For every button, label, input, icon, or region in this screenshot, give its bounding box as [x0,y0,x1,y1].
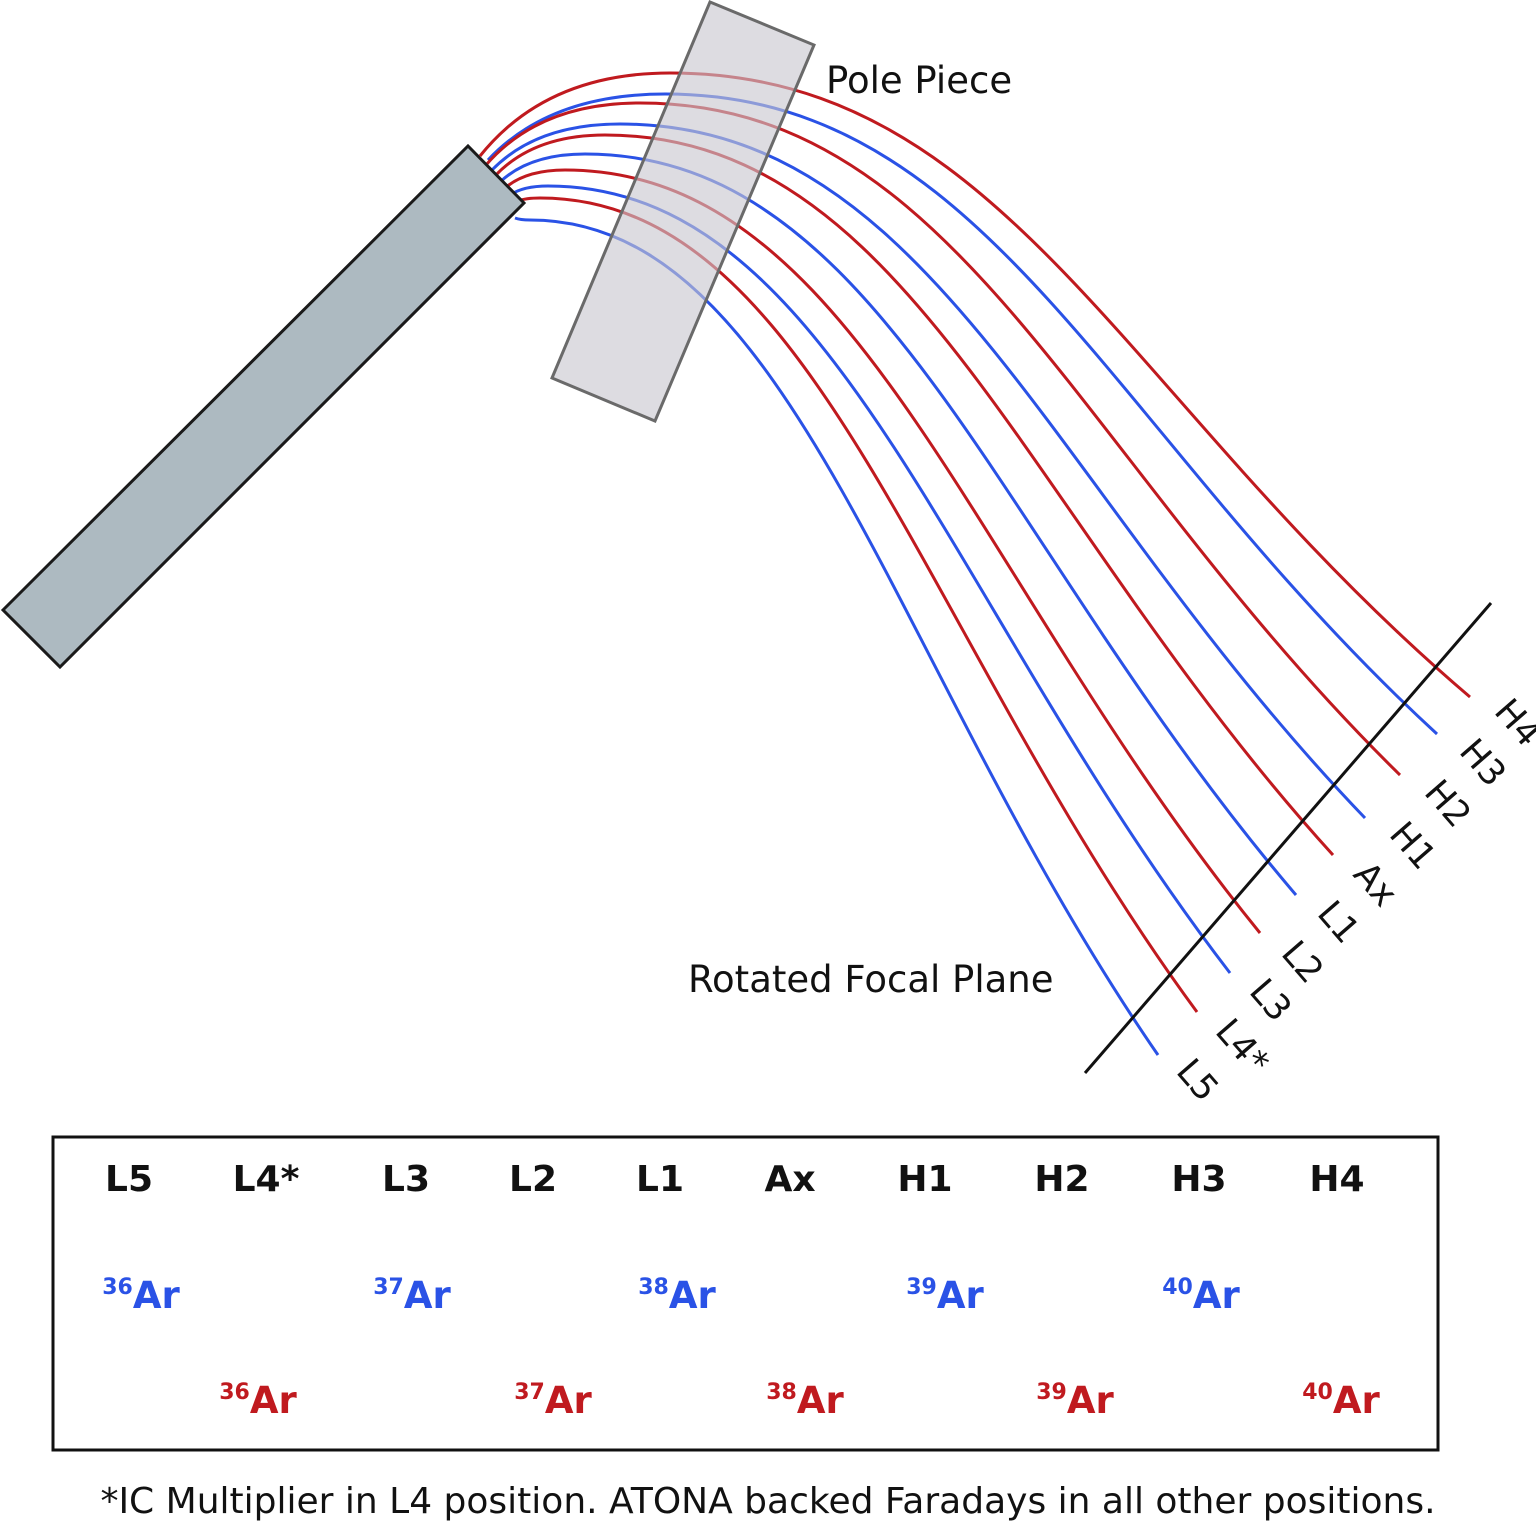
isotope-label: 37Ar [373,1274,451,1317]
detector-label: H3 [1451,732,1513,795]
table-header: H1 [897,1159,952,1200]
detector-label: L3 [1241,972,1299,1030]
isotope-label: 37Ar [514,1379,592,1422]
table-header: L5 [105,1159,153,1200]
isotope-label: 36Ar [102,1274,180,1317]
ion-beam-ax [493,133,1335,857]
table-header: Ax [764,1159,815,1200]
table-header: L3 [382,1159,430,1200]
table-header: H2 [1034,1159,1089,1200]
blue-isotope-row: 36Ar 37Ar 38Ar 39Ar 40Ar [102,1274,1240,1317]
flight-tube-source [0,143,527,670]
detector-label: L1 [1309,894,1367,952]
focal-plane-label: Rotated Focal Plane [688,958,1054,1001]
isotope-label: 40Ar [1302,1379,1380,1422]
ion-beam-l5 [514,216,1160,1056]
table-header: L1 [636,1159,684,1200]
isotope-label: 38Ar [766,1379,844,1422]
focal-plane-line [1083,602,1493,1074]
ion-beam-h2 [484,101,1402,777]
ion-beam-l3 [509,184,1232,974]
detector-label: H2 [1416,773,1478,836]
table-header: H4 [1309,1159,1364,1200]
ion-beam-h1 [490,122,1367,820]
isotope-table-box [51,1135,1440,1452]
detector-label: L5 [1168,1052,1226,1110]
isotope-label: 40Ar [1162,1274,1240,1317]
isotope-label: 39Ar [1036,1379,1114,1422]
table-header: L4* [233,1159,300,1200]
ion-beam-l4 [517,196,1199,1013]
ion-beam-l2 [504,168,1262,934]
detector-label: Ax [1345,855,1404,915]
isotope-label: 39Ar [906,1274,984,1317]
footnote: *IC Multiplier in L4 position. ATONA bac… [100,1481,1435,1522]
ion-beam-h3 [486,92,1439,736]
table-header: H3 [1171,1159,1226,1200]
pole-piece [550,0,816,423]
ion-beams [478,71,1471,1056]
isotope-label: 38Ar [638,1274,716,1317]
red-isotope-row: 36Ar 37Ar 38Ar 39Ar 40Ar [219,1379,1380,1422]
table-headers: L5 L4* L3 L2 L1 Ax H1 H2 H3 H4 [105,1159,1365,1200]
isotope-label: 36Ar [219,1379,297,1422]
ion-beam-h4 [478,71,1471,699]
detector-label: H1 [1381,815,1443,878]
table-header: L2 [509,1159,557,1200]
ion-beam-l1 [498,152,1298,896]
pole-piece-label: Pole Piece [826,59,1012,102]
